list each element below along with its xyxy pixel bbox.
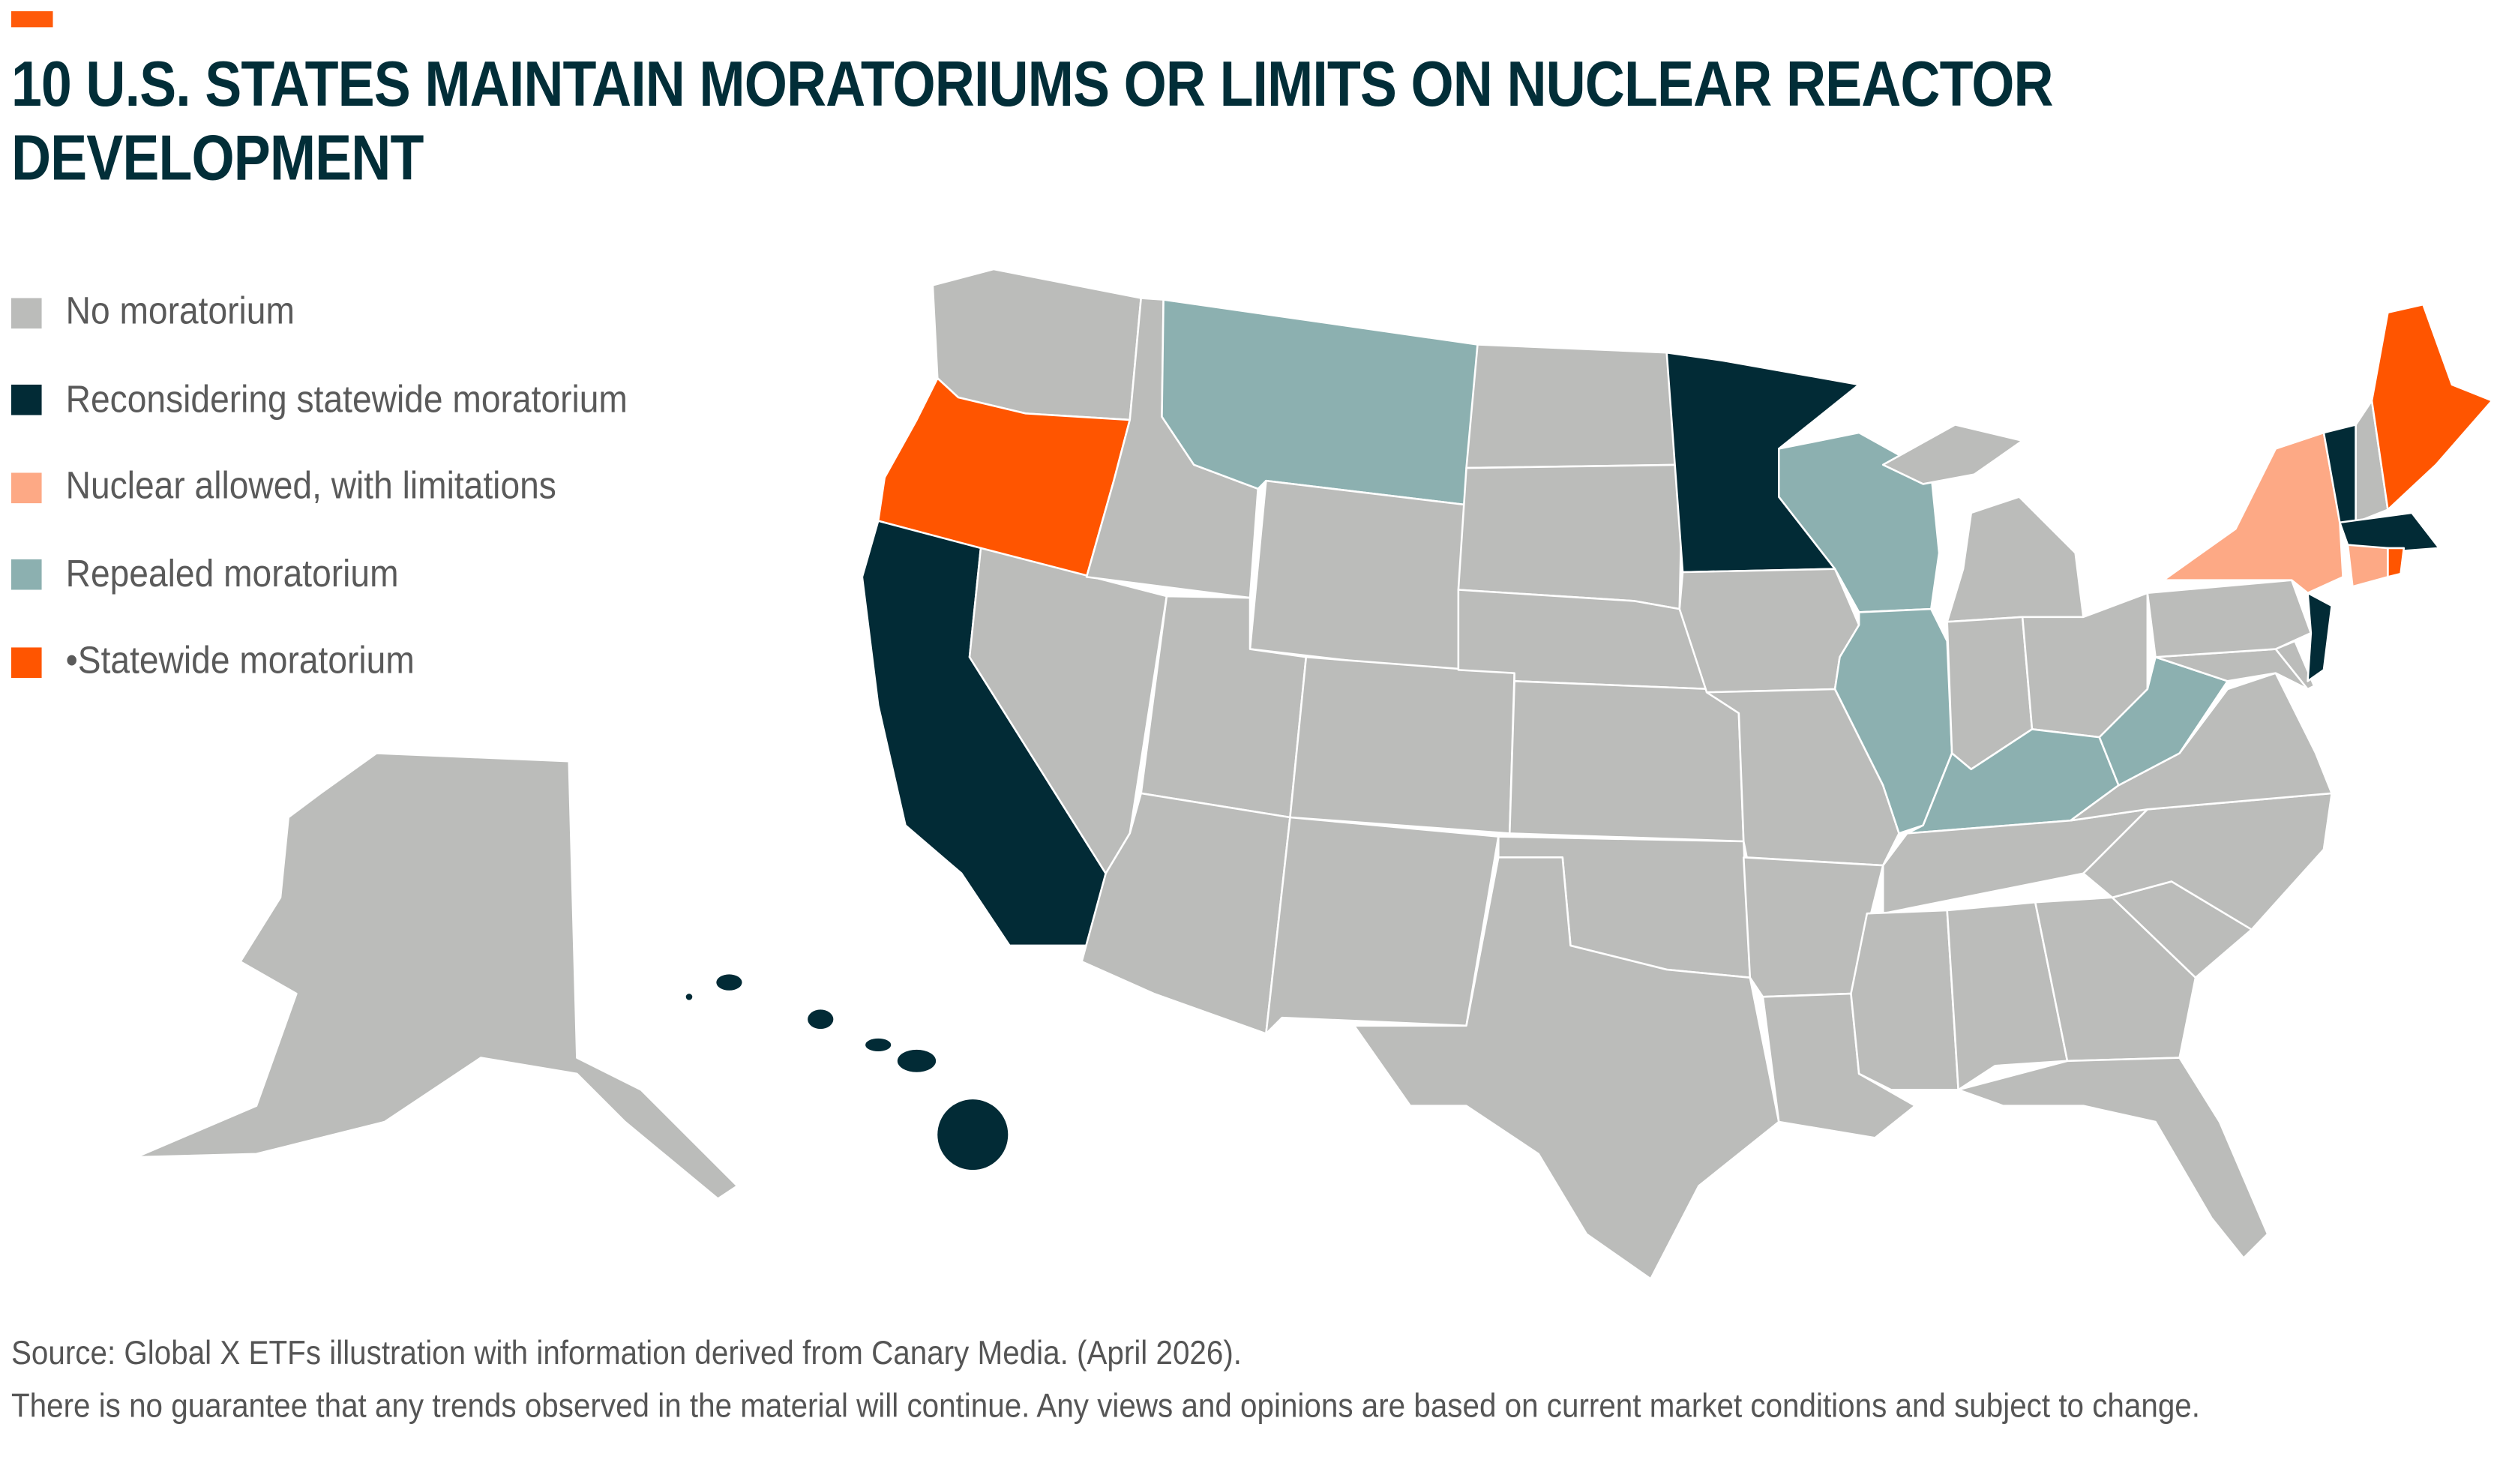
state-ms <box>1850 909 1959 1091</box>
legend-item-none: No moratorium <box>10 269 690 356</box>
state-mi <box>1881 424 2024 485</box>
state-tx <box>1353 856 1780 1280</box>
legend-swatch <box>10 646 42 678</box>
state-ct <box>2346 544 2389 588</box>
legend-swatch <box>10 472 42 503</box>
state-hi-island <box>937 1099 1009 1171</box>
state-hi-island <box>808 1009 834 1030</box>
state-sd <box>1457 463 1684 610</box>
state-hi-island <box>897 1049 937 1072</box>
state-ia <box>1678 568 1860 694</box>
state-ri <box>2387 547 2406 578</box>
legend-item-reconsidering: Reconsidering statewide moratorium <box>10 357 690 444</box>
state-al <box>1946 901 2069 1091</box>
page-title: 10 U.S. STATES MAINTAIN MORATORIUMS OR L… <box>10 49 2054 194</box>
state-nj <box>2307 592 2333 682</box>
legend: No moratorium Reconsidering statewide mo… <box>10 269 690 706</box>
state-co <box>1289 655 1515 835</box>
footer: Source: Global X ETFs illustration with … <box>11 1327 2478 1433</box>
legend-label: •Statewide moratorium <box>65 640 415 683</box>
state-fl <box>1957 1057 2269 1259</box>
legend-label: Reconsidering statewide moratorium <box>65 377 628 421</box>
state-il <box>1833 607 1953 835</box>
state-ks <box>1508 680 1745 843</box>
state-ak <box>135 752 739 1200</box>
legend-swatch <box>10 385 42 416</box>
state-hi-island <box>716 974 742 991</box>
state-pa <box>2146 579 2313 658</box>
state-nm <box>1265 816 1500 1035</box>
state-nd <box>1465 343 1684 469</box>
legend-swatch <box>10 297 42 328</box>
state-hi-island <box>865 1038 892 1052</box>
accent-bar <box>10 10 53 28</box>
legend-swatch <box>10 559 42 591</box>
state-wy <box>1249 479 1467 674</box>
state-ny <box>2162 431 2344 595</box>
state-ga <box>2034 896 2197 1063</box>
disclaimer: There is no guarantee that any trends ob… <box>10 1387 2200 1425</box>
source-note: Source: Global X ETFs illustration with … <box>10 1335 1243 1372</box>
legend-item-limited: Nuclear allowed, with limitations <box>10 444 690 531</box>
legend-label: Nuclear allowed, with limitations <box>65 465 556 509</box>
legend-label: Repealed moratorium <box>65 552 399 596</box>
state-ma <box>2339 511 2441 553</box>
legend-label: No moratorium <box>65 290 295 334</box>
legend-item-repealed: Repealed moratorium <box>10 531 690 618</box>
state-mi <box>1946 496 2085 623</box>
legend-item-moratorium: •Statewide moratorium <box>10 619 690 706</box>
state-hi-island <box>685 994 693 1000</box>
state-me <box>2370 303 2493 511</box>
state-wa <box>931 268 1142 421</box>
